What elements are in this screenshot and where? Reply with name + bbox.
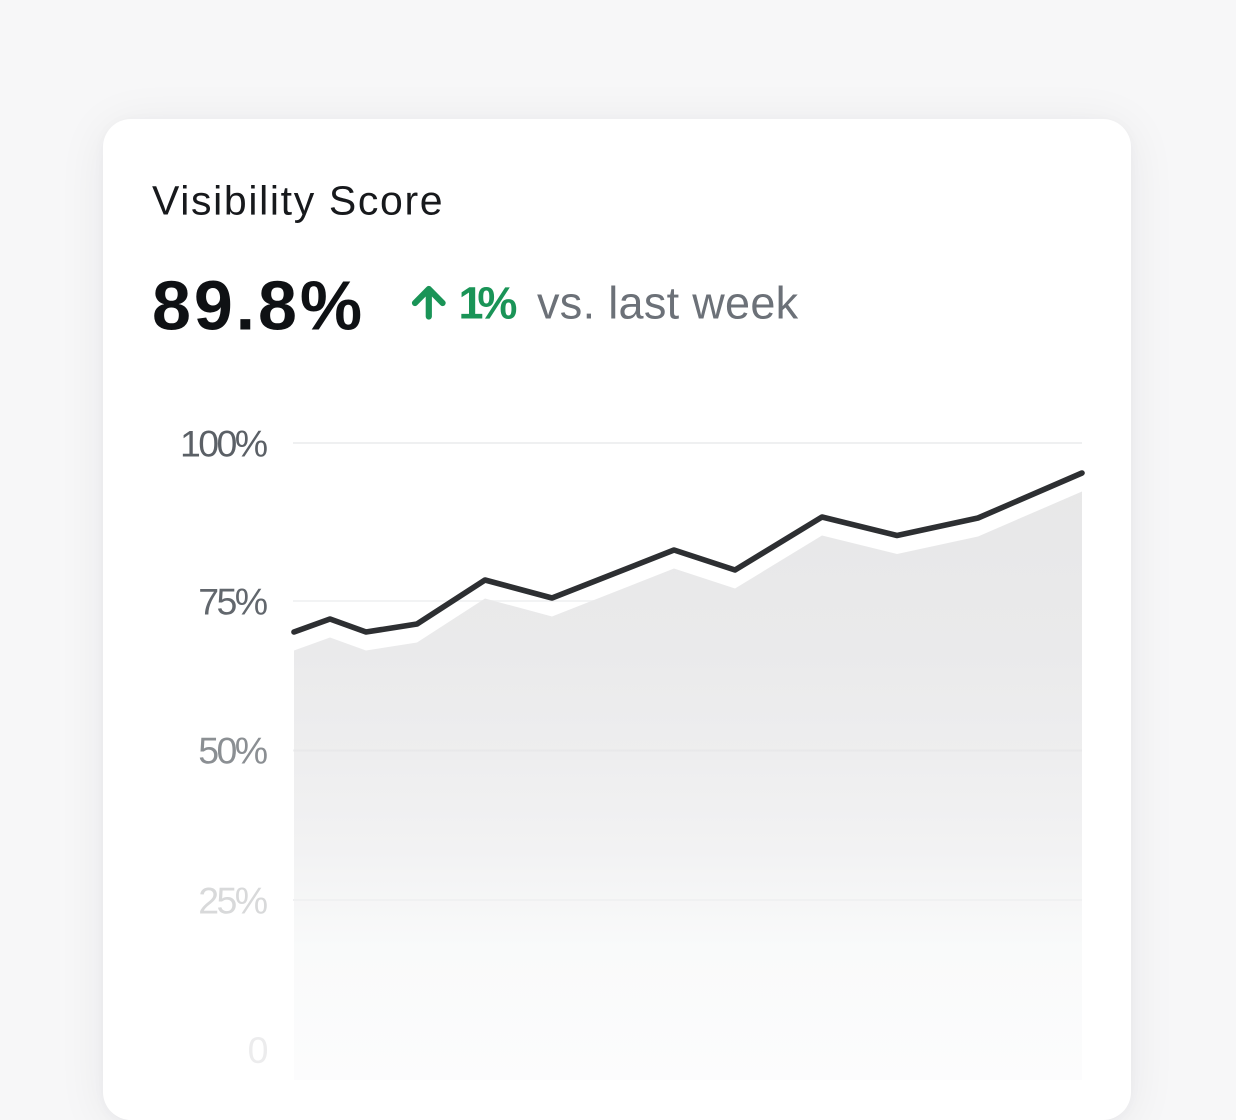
svg-text:89.8%: 89.8% <box>152 267 365 345</box>
svg-text:100%: 100% <box>180 423 267 465</box>
svg-text:50%: 50% <box>198 730 267 772</box>
svg-text:Visibility Score: Visibility Score <box>152 178 444 224</box>
svg-text:75%: 75% <box>198 581 267 623</box>
svg-text:vs. last week: vs. last week <box>537 278 799 329</box>
svg-text:1%: 1% <box>459 278 517 329</box>
svg-text:0: 0 <box>248 1029 269 1071</box>
svg-text:25%: 25% <box>198 880 267 922</box>
